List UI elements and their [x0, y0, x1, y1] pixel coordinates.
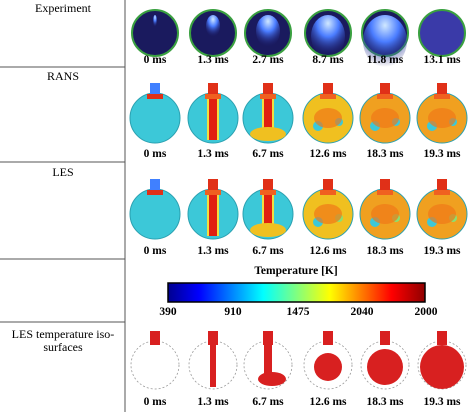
time-label: 0 ms [143, 54, 167, 66]
time-label: 12.6 ms [309, 148, 347, 160]
row-label: LES [52, 165, 74, 179]
iso-frame [130, 340, 180, 390]
iso-jet [264, 345, 272, 375]
nozzle-base [377, 190, 393, 195]
colorbar-tick-label: 2000 [414, 306, 438, 318]
nozzle-base [320, 190, 336, 195]
nozzle [263, 179, 273, 192]
row-dividers [0, 66, 125, 323]
experiment-frame [418, 9, 466, 57]
time-label: 1.3 ms [197, 54, 229, 66]
colorbar [167, 282, 426, 303]
nozzle [437, 179, 447, 192]
iso-jet [210, 345, 216, 387]
time-label: 0 ms [143, 245, 167, 257]
nozzle [380, 83, 390, 96]
sim-pool [250, 223, 286, 237]
time-label: 6.7 ms [252, 148, 284, 160]
nozzle-base [205, 190, 221, 195]
sim-hot [314, 108, 342, 128]
nozzle-base [377, 94, 393, 99]
colorbar-tick-label: 910 [224, 306, 242, 318]
iso-nozzle [380, 331, 390, 345]
sim-jet [209, 96, 217, 140]
nozzle-base [320, 94, 336, 99]
time-label: 1.3 ms [197, 148, 229, 160]
iso-nozzle [437, 331, 447, 345]
colorbar-tick-label: 1475 [286, 306, 310, 318]
row-label: LES temperature iso-surfaces [11, 327, 115, 354]
sim-frame [129, 92, 181, 144]
nozzle-base [147, 94, 163, 99]
colorbar-tick-label: 390 [159, 306, 177, 318]
row-label: RANS [46, 69, 79, 83]
nozzle-base [147, 190, 163, 195]
time-label: 12.6 ms [309, 245, 347, 257]
time-label: 2.7 ms [252, 54, 284, 66]
time-label: 19.3 ms [423, 148, 461, 160]
time-label: 6.7 ms [252, 396, 284, 408]
time-label: 12.6 ms [309, 396, 347, 408]
nozzle-base [260, 190, 276, 195]
nozzle [380, 179, 390, 192]
nozzle-base [434, 190, 450, 195]
nozzle [437, 83, 447, 96]
nozzle [323, 179, 333, 192]
sim-hot [428, 204, 456, 224]
iso-nozzle [263, 331, 273, 345]
sim-jet [209, 192, 217, 236]
time-label: 13.1 ms [423, 54, 461, 66]
experiment-jet [153, 15, 157, 27]
time-label: 1.3 ms [197, 245, 229, 257]
experiment-jet [311, 15, 345, 57]
nozzle [150, 179, 160, 192]
sim-hot [371, 204, 399, 224]
row-label: Experiment [35, 1, 91, 15]
sim-jet [264, 96, 272, 140]
experiment-jet [206, 15, 220, 37]
nozzle-base [260, 94, 276, 99]
nozzle [208, 83, 218, 96]
time-label: 0 ms [143, 396, 167, 408]
time-label: 0 ms [143, 148, 167, 160]
time-label: 1.3 ms [197, 396, 229, 408]
sim-hot [428, 108, 456, 128]
sim-jet [264, 192, 272, 236]
iso-nozzle [323, 331, 333, 345]
nozzle [208, 179, 218, 192]
experiment-frame [131, 9, 179, 57]
time-label: 19.3 ms [423, 245, 461, 257]
time-label: 19.3 ms [423, 396, 461, 408]
nozzle [150, 83, 160, 96]
time-label: 18.3 ms [366, 396, 404, 408]
time-label: 11.8 ms [366, 54, 404, 66]
sim-frame [129, 188, 181, 240]
time-label: 18.3 ms [366, 245, 404, 257]
iso-blob [258, 372, 286, 386]
iso-blob [367, 349, 403, 385]
sim-pool [250, 127, 286, 141]
experiment-jet [363, 15, 407, 67]
iso-blob [420, 345, 464, 389]
colorbar-tick-label: 2040 [350, 306, 374, 318]
iso-nozzle [208, 331, 218, 345]
sim-hot [371, 108, 399, 128]
iso-nozzle [150, 331, 160, 345]
images [129, 9, 468, 390]
nozzle-base [434, 94, 450, 99]
colorbar-title: Temperature [K] [254, 265, 338, 277]
sim-hot [314, 204, 342, 224]
time-label: 8.7 ms [312, 54, 344, 66]
nozzle [263, 83, 273, 96]
nozzle-base [205, 94, 221, 99]
iso-blob [314, 353, 342, 381]
experiment-jet [256, 15, 280, 47]
time-label: 18.3 ms [366, 148, 404, 160]
nozzle [323, 83, 333, 96]
time-label: 6.7 ms [252, 245, 284, 257]
